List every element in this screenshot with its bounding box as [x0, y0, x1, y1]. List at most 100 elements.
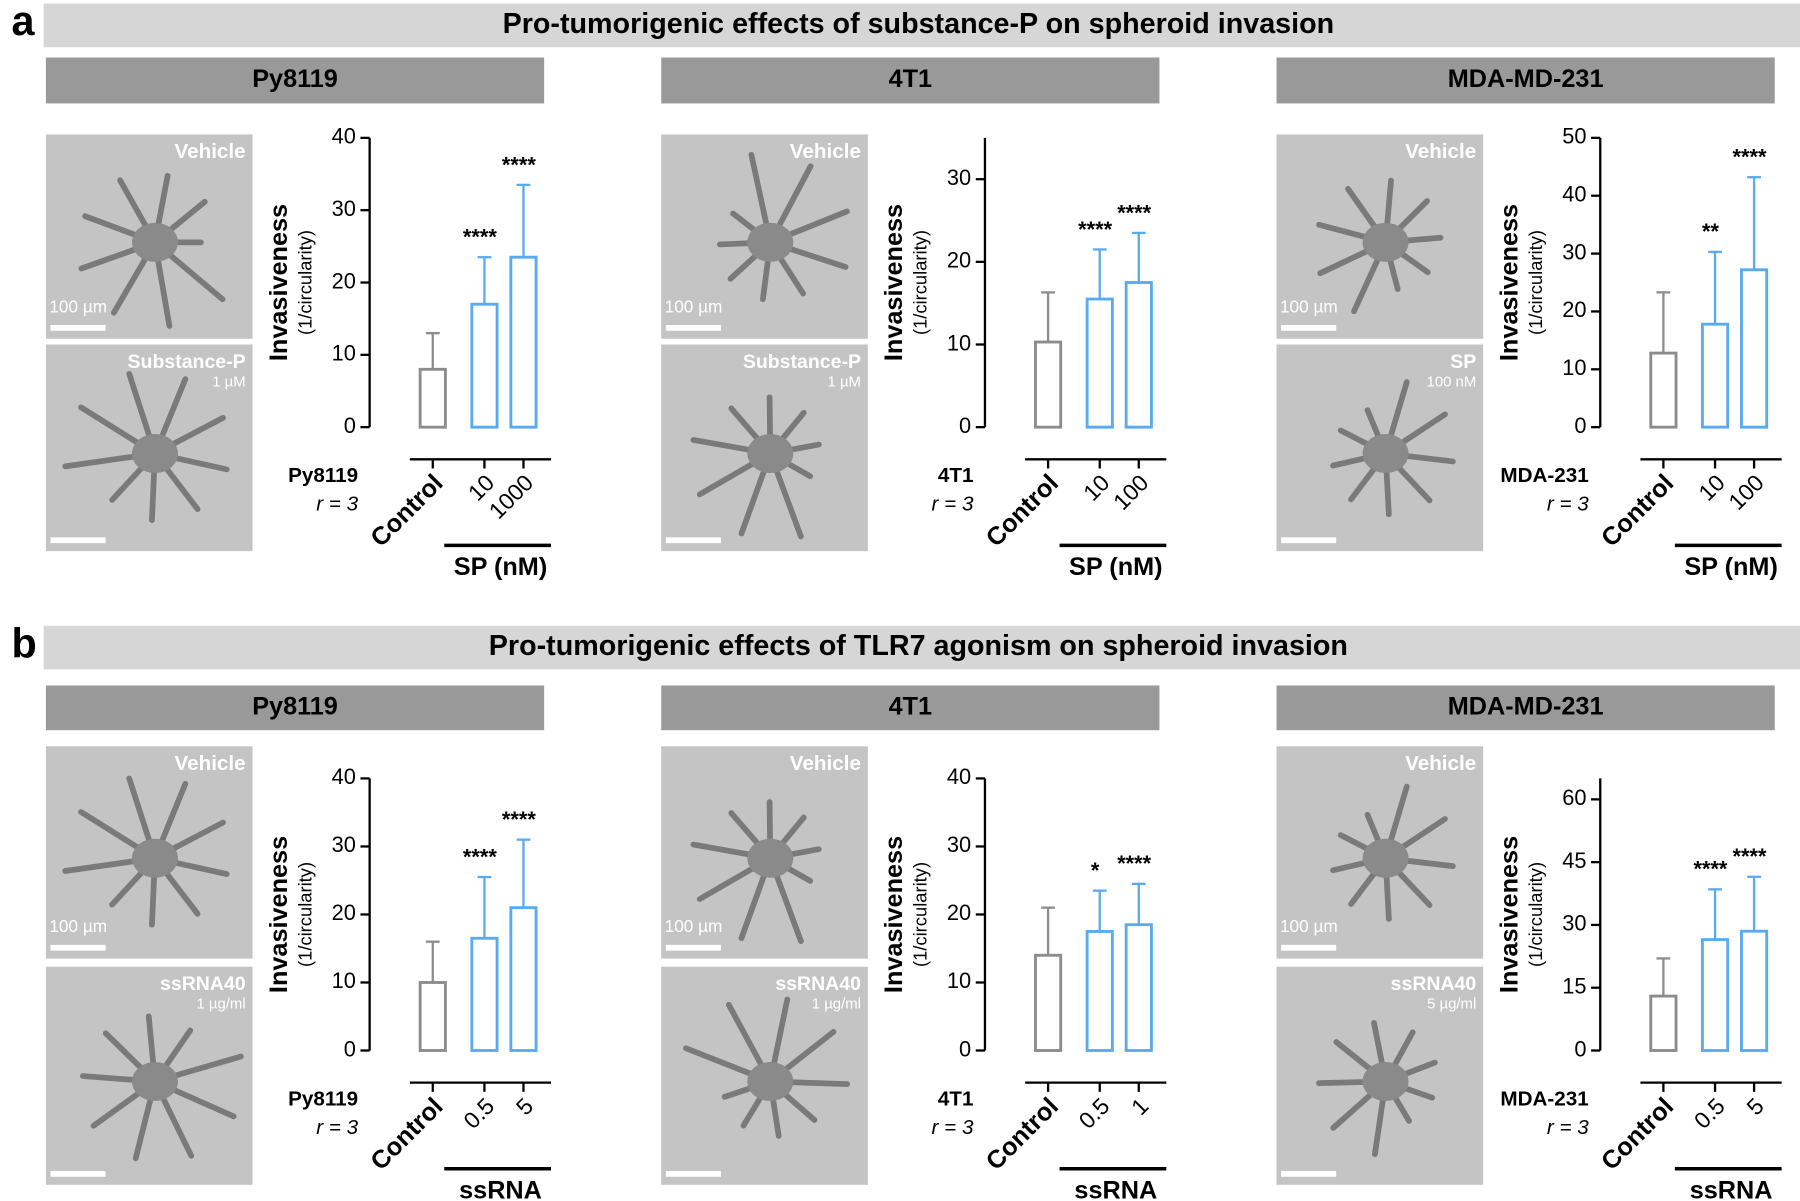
x-tick-label: 0.5	[1689, 1093, 1730, 1134]
x-tick-label: 1	[1126, 1093, 1153, 1120]
y-tick-label: 40	[1562, 181, 1586, 206]
image-label: Vehicle	[174, 752, 245, 775]
x-tick-label: Control	[1596, 469, 1679, 552]
scale-bar	[1281, 537, 1337, 544]
significance: ****	[1117, 200, 1151, 225]
cell-line-title: MDA-MD-231	[1448, 693, 1604, 721]
y-tick-label: 10	[332, 341, 356, 366]
scale-bar	[665, 324, 721, 331]
replicates: r = 3	[316, 493, 358, 516]
y-tick-label: 30	[332, 196, 356, 221]
replicates: r = 3	[932, 493, 974, 516]
y-tick-label: 0	[1574, 413, 1586, 438]
y-axis-sublabel: (1/circularity)	[1525, 230, 1546, 335]
y-axis-label: Invasiveness	[880, 204, 908, 361]
y-tick-label: 10	[1562, 355, 1586, 380]
cell-body	[132, 838, 178, 878]
significance: ****	[463, 225, 497, 250]
x-tick-label: 10	[1078, 469, 1114, 505]
group-label: SP (nM)	[454, 553, 548, 581]
y-axis-label: Invasiveness	[880, 836, 908, 993]
x-tick-label: 0.5	[1074, 1093, 1115, 1134]
cell-body	[747, 838, 794, 878]
y-tick-label: 20	[332, 900, 356, 925]
scale-bar	[1281, 944, 1337, 951]
group-label: SP (nM)	[1684, 553, 1778, 581]
x-tick-label: Control	[365, 469, 448, 552]
x-tick-label: Control	[1596, 1092, 1679, 1175]
y-tick-label: 30	[947, 165, 971, 190]
y-tick-label: 30	[1562, 239, 1586, 264]
y-tick-label: 45	[1562, 848, 1586, 873]
y-tick-label: 30	[947, 832, 971, 857]
x-tick-label: 10	[1693, 469, 1729, 505]
bar	[1034, 340, 1063, 429]
significance: ****	[1733, 145, 1767, 170]
scale-bar	[665, 1171, 721, 1177]
image-label: Vehicle	[1405, 140, 1476, 163]
cell-line-title: Py8119	[252, 693, 338, 721]
bar	[1740, 929, 1769, 1052]
significance: ****	[1078, 217, 1112, 242]
y-axis-label: Invasiveness	[1495, 836, 1523, 993]
image-dose: 1 µM	[212, 373, 245, 390]
panel-title: Pro-tumorigenic effects of substance-P o…	[503, 8, 1335, 40]
y-tick-label: 30	[332, 832, 356, 857]
scale-bar	[50, 537, 106, 544]
image-label: Substance-P	[128, 351, 246, 373]
cell-line-label: Py8119	[288, 1087, 358, 1110]
significance: ****	[502, 807, 536, 832]
cell-body	[132, 434, 178, 474]
image-dose: 5 µg/ml	[1427, 996, 1476, 1013]
y-tick-label: 0	[1574, 1036, 1586, 1061]
y-tick-label: 0	[344, 413, 356, 438]
scale-label: 100 µm	[1280, 296, 1338, 316]
scale-label: 100 µm	[665, 916, 723, 936]
y-tick-label: 15	[1562, 973, 1586, 998]
y-tick-label: 0	[959, 413, 971, 438]
group-label: ssRNA	[1074, 1176, 1157, 1201]
cell-line-header	[661, 685, 1160, 731]
y-axis-label: Invasiveness	[1495, 204, 1523, 361]
image-label: ssRNA40	[1391, 973, 1477, 995]
y-tick-label: 40	[332, 124, 356, 149]
scale-bar	[665, 944, 721, 951]
y-tick-label: 0	[344, 1036, 356, 1061]
bar	[1085, 297, 1114, 429]
x-tick-label: 1000	[484, 469, 538, 523]
x-tick-label: 100	[1108, 469, 1153, 514]
scale-label: 100 µm	[49, 916, 107, 936]
cell-body	[132, 1061, 178, 1102]
cell-line-label: 4T1	[938, 464, 974, 487]
y-tick-label: 10	[947, 968, 971, 993]
cell-body	[747, 222, 794, 262]
cell-body	[1362, 222, 1409, 262]
y-tick-label: 40	[947, 764, 971, 789]
bar	[418, 981, 447, 1052]
image-dose: 1 µM	[828, 373, 861, 390]
y-axis-sublabel: (1/circularity)	[294, 862, 315, 967]
bar	[470, 302, 499, 429]
image-label: SP	[1450, 351, 1476, 373]
scale-bar	[50, 1171, 106, 1177]
bar	[1700, 938, 1730, 1052]
cell-body	[747, 434, 794, 474]
y-tick-label: 60	[1562, 785, 1586, 810]
cell-line-title: 4T1	[889, 65, 933, 93]
panel-title-bar	[43, 625, 1800, 670]
y-axis-label: Invasiveness	[265, 836, 293, 993]
scale-bar	[50, 944, 106, 951]
cell-line-title: Py8119	[252, 65, 338, 93]
y-axis-label: Invasiveness	[265, 204, 293, 361]
cell-line-label: 4T1	[938, 1087, 974, 1110]
bar	[470, 936, 499, 1052]
image-label: ssRNA40	[775, 973, 861, 995]
bar	[1700, 322, 1730, 429]
cell-line-header	[661, 57, 1160, 104]
y-tick-label: 0	[959, 1036, 971, 1061]
image-label: Substance-P	[743, 351, 861, 373]
y-tick-label: 50	[1562, 124, 1586, 149]
panel-letter: a	[11, 0, 35, 44]
y-axis-sublabel: (1/circularity)	[910, 862, 931, 967]
significance: ****	[463, 844, 497, 869]
